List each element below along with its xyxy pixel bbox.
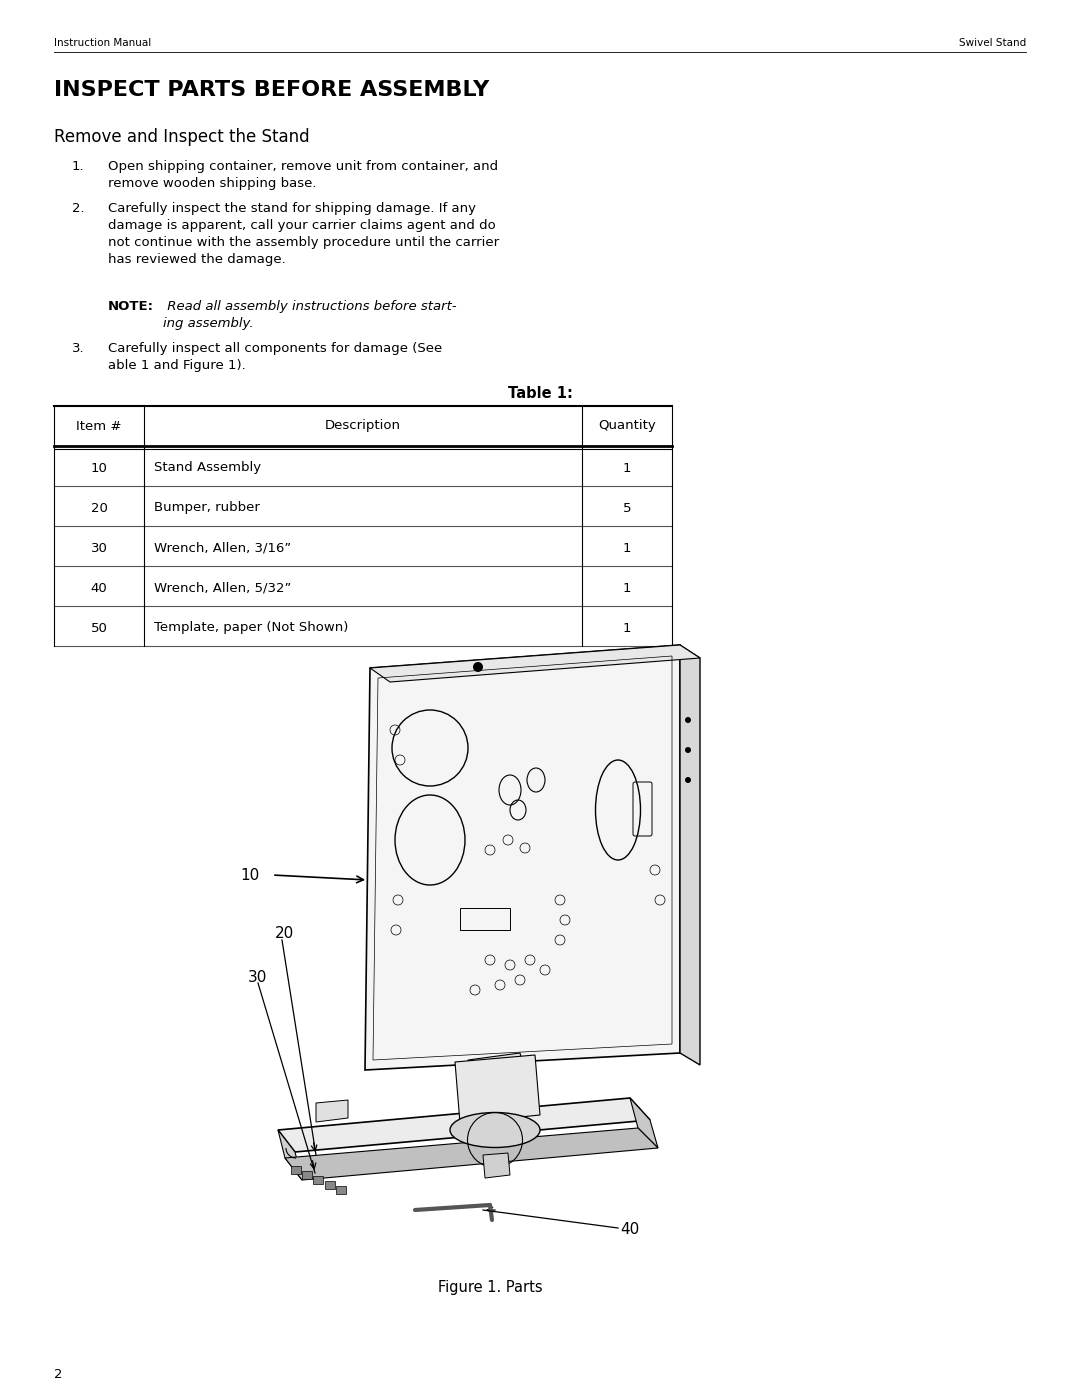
Text: INSPECT PARTS BEFORE ASSEMBLY: INSPECT PARTS BEFORE ASSEMBLY (54, 80, 489, 101)
Text: Bumper, rubber: Bumper, rubber (154, 502, 260, 514)
Bar (291, 1166, 301, 1173)
Text: 50: 50 (91, 622, 107, 634)
Text: Swivel Stand: Swivel Stand (959, 38, 1026, 47)
Text: 5: 5 (623, 502, 631, 514)
Text: 3.: 3. (72, 342, 84, 355)
Text: Carefully inspect the stand for shipping damage. If any
damage is apparent, call: Carefully inspect the stand for shipping… (108, 203, 499, 265)
Polygon shape (370, 645, 700, 682)
Bar (313, 1176, 323, 1185)
Bar (325, 1180, 335, 1189)
Bar (336, 1186, 346, 1194)
Ellipse shape (450, 1112, 540, 1147)
Polygon shape (316, 1099, 348, 1122)
Text: Instruction Manual: Instruction Manual (54, 38, 151, 47)
Text: NOTE:: NOTE: (108, 300, 154, 313)
Bar (460, 908, 510, 930)
Text: Wrench, Allen, 5/32”: Wrench, Allen, 5/32” (154, 581, 292, 595)
Text: Figure 1. Parts: Figure 1. Parts (437, 1280, 542, 1295)
Bar (302, 1171, 312, 1179)
Text: 1: 1 (623, 581, 631, 595)
Polygon shape (483, 1153, 510, 1178)
Text: Remove and Inspect the Stand: Remove and Inspect the Stand (54, 129, 310, 147)
Circle shape (685, 777, 691, 782)
Text: Wrench, Allen, 3/16”: Wrench, Allen, 3/16” (154, 542, 292, 555)
Circle shape (685, 747, 691, 753)
Text: 40: 40 (91, 581, 107, 595)
Text: 20: 20 (275, 925, 294, 940)
Polygon shape (468, 1053, 530, 1098)
Text: Open shipping container, remove unit from container, and
remove wooden shipping : Open shipping container, remove unit fro… (108, 161, 498, 190)
Text: 2: 2 (54, 1368, 63, 1382)
Text: Table 1:: Table 1: (508, 386, 572, 401)
Text: Carefully inspect all components for damage (See
able 1 and Figure 1).: Carefully inspect all components for dam… (108, 342, 442, 372)
Text: 30: 30 (248, 970, 268, 985)
Text: 2.: 2. (72, 203, 84, 215)
Text: Description: Description (325, 419, 401, 433)
Text: Item #: Item # (77, 419, 122, 433)
Text: 10: 10 (240, 868, 259, 883)
Text: 1: 1 (623, 622, 631, 634)
Polygon shape (278, 1098, 650, 1153)
Text: 30: 30 (91, 542, 107, 555)
Polygon shape (630, 1098, 658, 1148)
Circle shape (473, 662, 483, 672)
Text: 1.: 1. (72, 161, 84, 173)
Polygon shape (455, 1055, 540, 1123)
Text: 40: 40 (620, 1222, 639, 1238)
Text: 10: 10 (91, 461, 107, 475)
Text: Read all assembly instructions before start-
ing assembly.: Read all assembly instructions before st… (163, 300, 457, 330)
Text: Quantity: Quantity (598, 419, 656, 433)
Circle shape (685, 717, 691, 724)
Polygon shape (278, 1130, 302, 1180)
Text: Template, paper (Not Shown): Template, paper (Not Shown) (154, 622, 349, 634)
Polygon shape (285, 1127, 658, 1180)
Text: 1: 1 (623, 542, 631, 555)
Text: 20: 20 (91, 502, 107, 514)
Polygon shape (365, 645, 680, 1070)
Text: Stand Assembly: Stand Assembly (154, 461, 261, 475)
Text: 1: 1 (623, 461, 631, 475)
Polygon shape (680, 645, 700, 1065)
